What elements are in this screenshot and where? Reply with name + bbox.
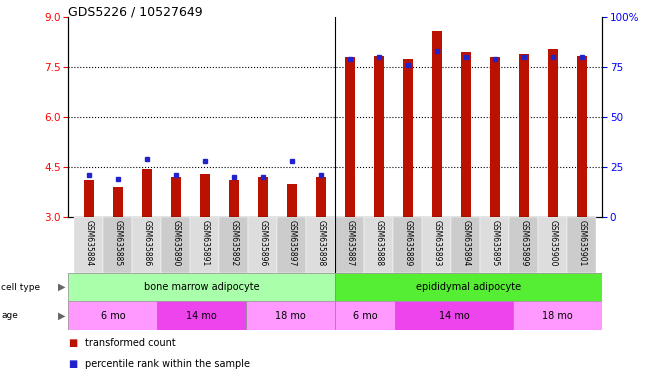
Text: bone marrow adipocyte: bone marrow adipocyte [144, 282, 260, 292]
Bar [335, 301, 395, 330]
Text: 6 mo: 6 mo [353, 311, 377, 321]
Bar [374, 56, 384, 217]
Bar [568, 217, 596, 273]
Bar [277, 217, 306, 273]
Text: GSM635887: GSM635887 [345, 220, 354, 266]
Text: percentile rank within the sample: percentile rank within the sample [85, 359, 249, 369]
Bar [490, 57, 500, 217]
Text: GSM635885: GSM635885 [113, 220, 122, 266]
Bar [393, 217, 422, 273]
Bar [451, 217, 480, 273]
Bar [190, 217, 219, 273]
Bar [316, 177, 326, 217]
Bar [142, 169, 152, 217]
Bar [335, 217, 365, 273]
Text: GSM635884: GSM635884 [84, 220, 93, 266]
Bar [229, 180, 239, 217]
Bar [538, 217, 568, 273]
Text: GSM635898: GSM635898 [316, 220, 326, 266]
Bar [258, 177, 268, 217]
Bar [83, 180, 94, 217]
Text: cell type: cell type [1, 283, 40, 291]
Bar [335, 273, 602, 301]
Bar [248, 217, 277, 273]
Text: GSM635900: GSM635900 [548, 220, 557, 266]
Bar [547, 49, 558, 217]
Bar [577, 56, 587, 217]
Bar [395, 301, 513, 330]
Bar [432, 31, 442, 217]
Bar [403, 59, 413, 217]
Bar [461, 52, 471, 217]
Text: GSM635892: GSM635892 [229, 220, 238, 266]
Bar [365, 217, 393, 273]
Text: GSM635895: GSM635895 [490, 220, 499, 266]
Bar [422, 217, 451, 273]
Bar [103, 217, 132, 273]
Bar [68, 301, 158, 330]
Text: GSM635889: GSM635889 [404, 220, 412, 266]
Bar [246, 301, 335, 330]
Bar [74, 217, 103, 273]
Bar [113, 187, 123, 217]
Bar [219, 217, 248, 273]
Bar [286, 184, 297, 217]
Text: 14 mo: 14 mo [439, 311, 469, 321]
Text: GSM635890: GSM635890 [171, 220, 180, 266]
Text: 18 mo: 18 mo [542, 311, 573, 321]
Text: ▶: ▶ [57, 282, 65, 292]
Text: 6 mo: 6 mo [100, 311, 125, 321]
Bar [480, 217, 509, 273]
Text: GSM635896: GSM635896 [258, 220, 267, 266]
Text: GSM635893: GSM635893 [432, 220, 441, 266]
Bar [513, 301, 602, 330]
Text: 14 mo: 14 mo [186, 311, 217, 321]
Bar [171, 177, 181, 217]
Bar [200, 174, 210, 217]
Text: age: age [1, 311, 18, 320]
Text: ▶: ▶ [57, 311, 65, 321]
Text: ■: ■ [68, 338, 77, 348]
Text: GSM635899: GSM635899 [519, 220, 529, 266]
Text: 18 mo: 18 mo [275, 311, 306, 321]
Text: GSM635894: GSM635894 [462, 220, 470, 266]
Text: epididymal adipocyte: epididymal adipocyte [416, 282, 521, 292]
Bar [344, 57, 355, 217]
Bar [519, 54, 529, 217]
Bar [158, 301, 246, 330]
Bar [306, 217, 335, 273]
Text: GSM635897: GSM635897 [287, 220, 296, 266]
Text: GSM635891: GSM635891 [201, 220, 209, 266]
Text: GSM635901: GSM635901 [577, 220, 587, 266]
Text: GSM635886: GSM635886 [142, 220, 151, 266]
Text: GDS5226 / 10527649: GDS5226 / 10527649 [68, 6, 203, 19]
Bar [509, 217, 538, 273]
Bar [161, 217, 190, 273]
Bar [132, 217, 161, 273]
Text: transformed count: transformed count [85, 338, 175, 348]
Text: ■: ■ [68, 359, 77, 369]
Text: GSM635888: GSM635888 [374, 220, 383, 266]
Bar [68, 273, 335, 301]
